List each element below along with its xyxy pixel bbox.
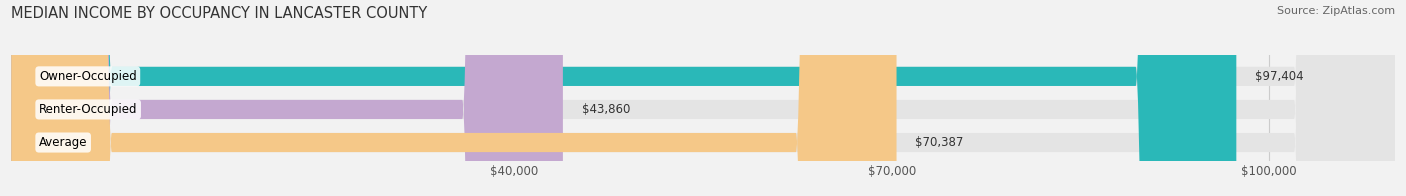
Text: MEDIAN INCOME BY OCCUPANCY IN LANCASTER COUNTY: MEDIAN INCOME BY OCCUPANCY IN LANCASTER … bbox=[11, 6, 427, 21]
Text: Source: ZipAtlas.com: Source: ZipAtlas.com bbox=[1277, 6, 1395, 16]
FancyBboxPatch shape bbox=[11, 0, 1395, 196]
FancyBboxPatch shape bbox=[11, 0, 562, 196]
Text: $43,860: $43,860 bbox=[582, 103, 630, 116]
FancyBboxPatch shape bbox=[11, 0, 1395, 196]
Text: Owner-Occupied: Owner-Occupied bbox=[39, 70, 136, 83]
FancyBboxPatch shape bbox=[11, 0, 897, 196]
Text: Average: Average bbox=[39, 136, 87, 149]
Text: $70,387: $70,387 bbox=[915, 136, 963, 149]
FancyBboxPatch shape bbox=[11, 0, 1395, 196]
Text: Renter-Occupied: Renter-Occupied bbox=[39, 103, 138, 116]
FancyBboxPatch shape bbox=[11, 0, 1236, 196]
Text: $97,404: $97,404 bbox=[1256, 70, 1303, 83]
